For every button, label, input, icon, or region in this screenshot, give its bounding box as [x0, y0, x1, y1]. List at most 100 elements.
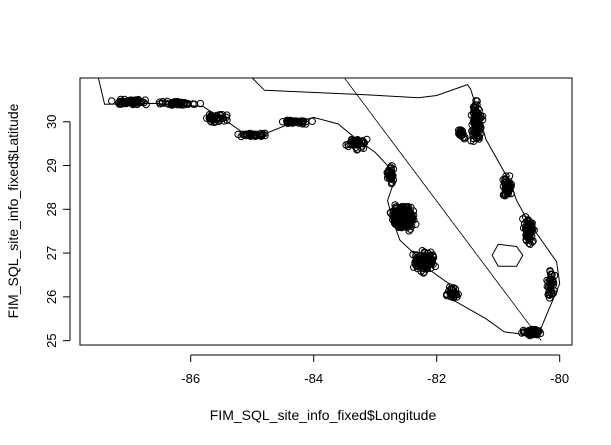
- data-point: [357, 144, 365, 152]
- y-axis-label: FIM_SQL_site_info_fixed$Latitude: [5, 103, 21, 318]
- data-point: [349, 137, 357, 145]
- data-point: [474, 133, 482, 142]
- data-point: [522, 226, 531, 235]
- x-axis-label: FIM_SQL_site_info_fixed$Longitude: [210, 407, 437, 423]
- data-point: [415, 259, 424, 267]
- data-point: [471, 128, 479, 137]
- y-tick-label: 25: [44, 333, 59, 347]
- data-point: [167, 100, 175, 108]
- data-point: [394, 204, 402, 212]
- data-point: [216, 111, 224, 120]
- map-layer: [97, 78, 561, 341]
- data-point: [502, 184, 510, 192]
- data-point: [455, 130, 464, 139]
- data-point: [470, 125, 479, 133]
- data-point: [417, 267, 425, 275]
- data-point: [412, 258, 421, 266]
- data-point: [405, 213, 413, 221]
- data-point: [427, 257, 436, 266]
- data-point: [525, 327, 533, 335]
- data-point: [243, 131, 252, 139]
- data-point: [290, 118, 298, 127]
- data-point: [471, 111, 479, 120]
- y-tick-label: 30: [44, 115, 59, 129]
- data-point: [393, 220, 401, 229]
- data-point: [298, 117, 306, 125]
- data-point: [400, 214, 408, 222]
- data-point: [526, 222, 534, 230]
- data-point: [181, 99, 189, 107]
- data-point: [393, 208, 402, 216]
- data-point: [392, 212, 400, 221]
- data-point: [388, 172, 397, 181]
- data-point: [528, 327, 536, 335]
- data-point: [206, 117, 215, 125]
- data-point: [134, 95, 143, 104]
- data-point: [404, 204, 412, 212]
- data-point: [387, 179, 396, 188]
- coastline-line: [97, 78, 561, 335]
- data-point: [211, 115, 219, 124]
- x-tick-label: -84: [304, 371, 323, 386]
- data-point: [526, 240, 534, 248]
- data-point: [446, 283, 454, 291]
- data-point: [473, 119, 481, 127]
- data-point: [399, 203, 407, 211]
- data-point: [504, 188, 513, 196]
- data-point: [399, 204, 408, 213]
- data-point: [133, 100, 141, 109]
- data-point: [168, 98, 176, 107]
- data-point: [519, 326, 528, 335]
- data-point: [259, 130, 267, 138]
- y-tick-label: 28: [44, 202, 59, 216]
- data-point: [452, 290, 461, 299]
- data-point: [190, 100, 199, 108]
- data-point: [176, 100, 185, 108]
- y-tick-label: 26: [44, 290, 59, 304]
- data-point: [447, 285, 455, 293]
- data-point: [412, 251, 420, 259]
- plot-frame: [79, 77, 573, 346]
- data-point: [384, 171, 392, 180]
- data-point: [396, 212, 404, 221]
- y-tick-label: 27: [44, 246, 59, 260]
- data-point: [394, 217, 402, 225]
- y-tick-label: 29: [44, 158, 59, 172]
- data-point: [284, 118, 293, 126]
- data-point: [544, 290, 552, 299]
- data-point: [178, 98, 186, 107]
- data-point: [352, 136, 361, 144]
- data-point: [287, 118, 295, 127]
- data-point: [473, 97, 481, 105]
- data-point: [526, 227, 535, 235]
- y-axis: 25 26 27 28 29 30: [44, 115, 71, 348]
- data-point: [122, 99, 130, 108]
- data-point: [308, 117, 316, 126]
- x-tick-label: -82: [427, 371, 446, 386]
- points-layer: [108, 95, 559, 340]
- data-point: [353, 137, 362, 145]
- data-point: [177, 99, 185, 107]
- data-point: [239, 130, 247, 139]
- data-point: [545, 294, 554, 302]
- data-point: [140, 98, 148, 107]
- data-point: [388, 162, 396, 170]
- data-point: [216, 116, 224, 124]
- data-point: [445, 287, 453, 295]
- x-tick-label: -86: [181, 371, 200, 386]
- data-point: [158, 99, 167, 107]
- data-point: [223, 116, 231, 125]
- data-point: [196, 99, 205, 108]
- data-point: [549, 278, 558, 287]
- data-point: [108, 97, 116, 105]
- data-point: [386, 209, 395, 217]
- data-point: [524, 234, 532, 242]
- data-point: [208, 115, 216, 124]
- data-point: [207, 114, 215, 122]
- data-point: [301, 118, 310, 126]
- data-point: [248, 130, 256, 138]
- data-point: [546, 277, 554, 285]
- data-point: [423, 249, 432, 258]
- lake-outline: [491, 243, 524, 267]
